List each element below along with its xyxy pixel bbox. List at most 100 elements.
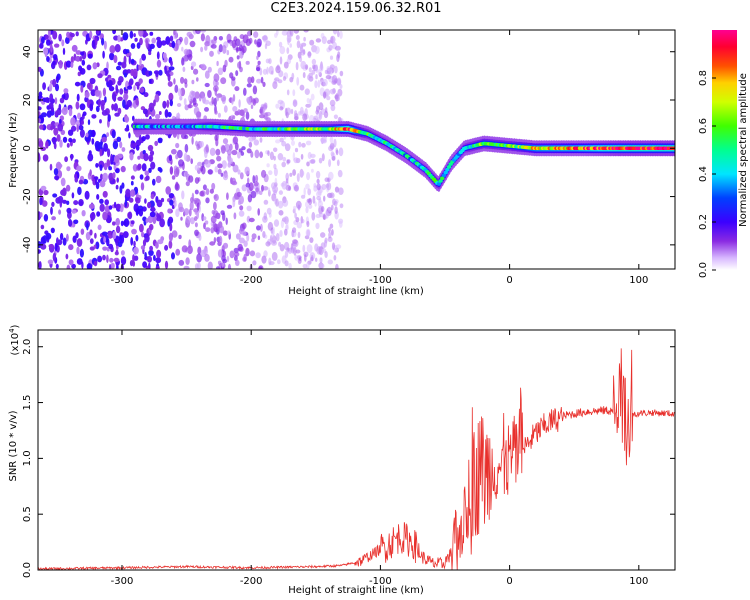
noise-speckle — [229, 143, 233, 151]
noise-speckle — [253, 181, 259, 187]
noise-speckle — [49, 93, 54, 101]
noise-speckle — [306, 97, 310, 104]
noise-speckle — [164, 244, 169, 251]
noise-speckle — [89, 246, 95, 251]
noise-speckle — [217, 249, 223, 258]
noise-speckle — [111, 104, 115, 111]
noise-speckle — [183, 265, 190, 269]
noise-speckle — [113, 257, 120, 263]
noise-speckle — [312, 64, 316, 70]
noise-speckle — [304, 254, 307, 262]
noise-speckle — [102, 246, 108, 251]
noise-speckle — [156, 39, 163, 49]
noise-speckle — [245, 60, 250, 65]
noise-speckle — [293, 116, 299, 121]
noise-speckle — [79, 103, 86, 111]
noise-speckle — [210, 227, 215, 234]
spectrogram-y-axis-label: Frequency (Hz) — [8, 112, 19, 188]
noise-speckle — [68, 244, 74, 251]
noise-speckle — [242, 112, 245, 118]
noise-speckle — [182, 66, 186, 73]
noise-speckle — [171, 40, 176, 49]
noise-speckle — [255, 187, 259, 193]
y-tick-label: -20 — [22, 188, 33, 204]
noise-speckle — [253, 31, 259, 38]
noise-speckle — [241, 146, 246, 151]
noise-speckle — [330, 36, 334, 45]
noise-speckle — [246, 205, 252, 212]
colorbar-label: Normalized spectral amplitude — [738, 73, 749, 227]
noise-speckle — [80, 228, 85, 235]
noise-speckle — [327, 206, 332, 212]
noise-speckle — [256, 55, 259, 60]
noise-speckle — [62, 47, 66, 56]
noise-speckle — [279, 46, 286, 55]
noise-speckle — [55, 263, 59, 269]
noise-speckle — [204, 253, 210, 262]
noise-speckle — [321, 206, 325, 212]
noise-speckle — [217, 67, 224, 76]
noise-speckle — [323, 239, 328, 248]
noise-speckle — [106, 159, 111, 166]
noise-speckle — [147, 215, 154, 224]
noise-speckle — [331, 155, 336, 161]
noise-speckle — [55, 83, 59, 92]
noise-speckle — [58, 209, 62, 215]
noise-speckle — [59, 97, 65, 104]
noise-speckle — [60, 177, 66, 187]
noise-speckle — [226, 192, 229, 200]
noise-speckle — [251, 237, 255, 243]
noise-speckle — [286, 89, 290, 96]
noise-speckle — [212, 222, 217, 228]
noise-speckle — [248, 141, 253, 148]
noise-speckle — [68, 259, 74, 266]
noise-speckle — [169, 35, 174, 42]
noise-speckle — [128, 80, 132, 88]
noise-speckle — [101, 231, 108, 236]
noise-speckle — [214, 110, 218, 115]
noise-speckle — [58, 103, 62, 111]
noise-speckle — [130, 180, 134, 186]
noise-speckle — [39, 197, 43, 206]
noise-speckle — [328, 44, 333, 51]
noise-speckle — [59, 139, 63, 148]
noise-speckle — [237, 109, 242, 116]
snr-y-axis-label: SNR (10 * v/v) — [8, 410, 19, 481]
noise-speckle — [306, 220, 310, 228]
noise-speckle — [130, 220, 135, 225]
noise-speckle — [252, 98, 257, 106]
noise-speckle — [276, 30, 279, 36]
noise-speckle — [301, 170, 305, 176]
noise-speckle — [241, 45, 247, 54]
noise-speckle — [337, 88, 343, 97]
noise-speckle — [213, 97, 217, 107]
noise-speckle — [62, 237, 67, 246]
noise-speckle — [209, 50, 214, 57]
noise-speckle — [128, 55, 131, 65]
noise-speckle — [194, 216, 198, 222]
noise-speckle — [51, 137, 58, 143]
noise-speckle — [119, 141, 123, 149]
noise-speckle — [130, 237, 134, 246]
noise-speckle — [109, 257, 114, 263]
noise-speckle — [233, 212, 237, 220]
noise-speckle — [178, 202, 183, 211]
noise-speckle — [113, 165, 117, 170]
noise-speckle — [292, 227, 297, 233]
noise-speckle — [169, 166, 174, 175]
noise-speckle — [117, 107, 122, 115]
noise-speckle — [222, 138, 229, 145]
x-tick-label: 100 — [629, 275, 648, 286]
y-tick-label: 2.0 — [22, 339, 33, 355]
noise-speckle — [142, 239, 147, 247]
noise-speckle — [52, 193, 58, 198]
noise-speckle — [162, 100, 167, 109]
noise-speckle — [121, 61, 127, 69]
noise-speckle — [315, 109, 320, 115]
noise-speckle — [339, 203, 344, 209]
noise-speckle — [124, 198, 128, 208]
noise-speckle — [171, 148, 177, 155]
noise-speckle — [310, 153, 316, 158]
noise-speckle — [271, 240, 277, 246]
noise-speckle — [59, 232, 64, 241]
